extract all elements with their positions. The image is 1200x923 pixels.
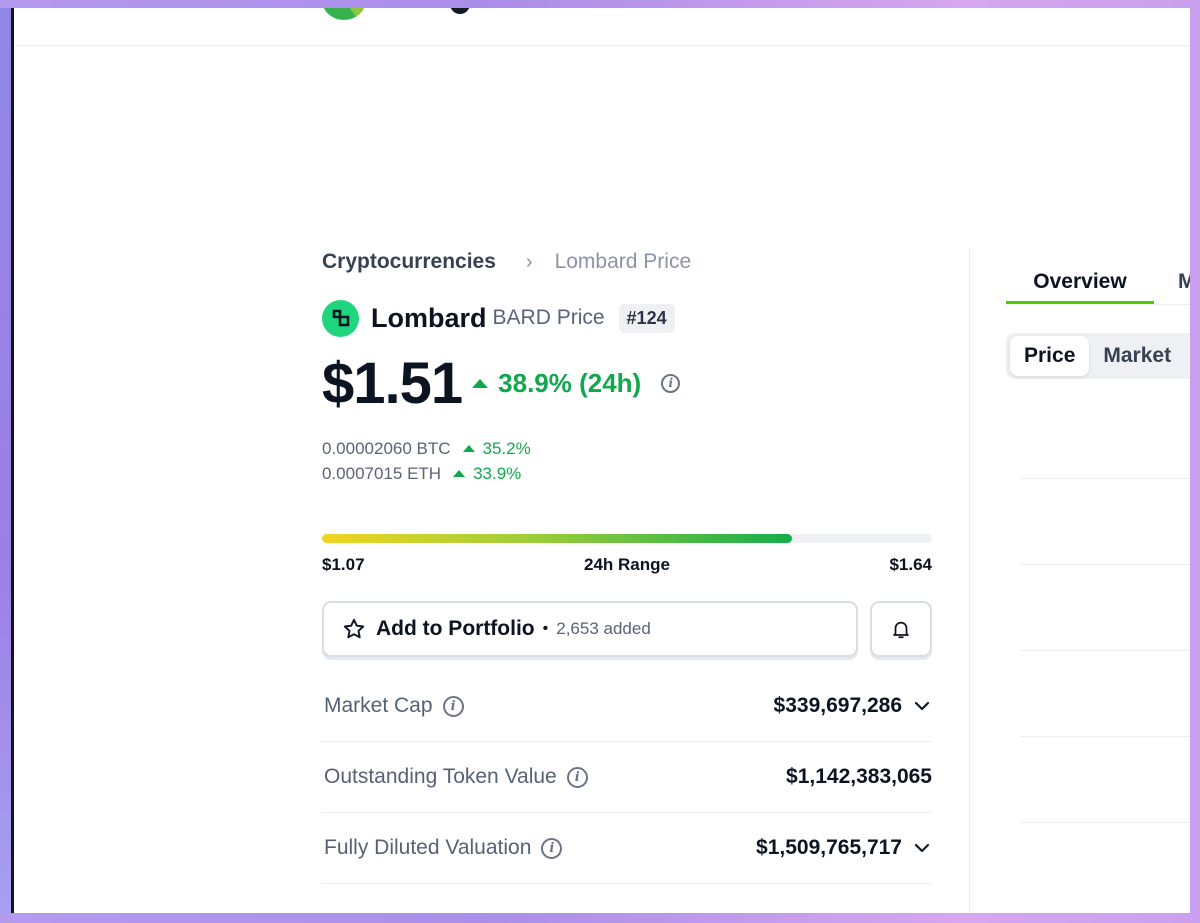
stat-label: Market Cap i: [324, 694, 464, 718]
btc-change: 35.2%: [462, 438, 531, 459]
panel-divider: [969, 248, 970, 913]
info-icon[interactable]: i: [661, 373, 681, 393]
star-icon: [343, 618, 365, 639]
separator-dot: •: [542, 620, 549, 637]
btc-price-row: 0.00002060 BTC 35.2%: [322, 436, 932, 461]
browser-window: Cryptocurrencies › Lombard Price Lombard…: [14, 8, 1190, 913]
chart-panel: Overview M Price Market: [1006, 248, 1190, 823]
btc-change-value: 35.2%: [482, 438, 531, 458]
breadcrumb-root[interactable]: Cryptocurrencies: [322, 250, 496, 273]
gridline: [1020, 651, 1190, 737]
rank-badge: #124: [618, 303, 675, 333]
info-icon[interactable]: i: [442, 695, 464, 717]
coin-name: Lombard: [371, 302, 487, 333]
stat-row-fully-diluted-valuation: Fully Diluted Valuation i $1,509,765,717: [322, 813, 932, 884]
outstanding-token-value-group: $1,142,383,065: [786, 765, 932, 789]
info-icon[interactable]: i: [541, 837, 563, 859]
price-change-value: 38.9% (24h): [498, 367, 642, 398]
stats-table: Market Cap i $339,697,286 Outstanding To…: [322, 671, 932, 884]
add-to-portfolio-button[interactable]: Add to Portfolio • 2,653 added: [322, 601, 858, 657]
coin-title: Lombard BARD Price #124: [322, 298, 932, 338]
banner-space: [14, 47, 1190, 242]
toggle-price[interactable]: Price: [1010, 336, 1090, 376]
coin-symbol: BARD Price: [492, 306, 605, 329]
lombard-logo-icon: [322, 299, 359, 337]
chart-tabs: Overview M: [1006, 248, 1190, 305]
site-logo[interactable]: [322, 8, 366, 20]
market-cap-label: Market Cap: [324, 694, 433, 717]
outstanding-token-value: $1,142,383,065: [786, 765, 932, 788]
bell-icon: [893, 621, 909, 639]
site-logo-text: [450, 8, 470, 14]
market-cap-value: $339,697,286: [773, 694, 902, 717]
fdv-label: Fully Diluted Valuation: [324, 836, 532, 859]
stat-row-outstanding-token-value: Outstanding Token Value i $1,142,383,065: [322, 742, 932, 813]
caret-up-icon: [462, 445, 475, 452]
info-icon[interactable]: i: [566, 766, 588, 788]
chart-gridlines: [1006, 393, 1190, 823]
coin-main-panel: Cryptocurrencies › Lombard Price Lombard…: [322, 244, 932, 884]
chevron-down-icon[interactable]: [912, 838, 932, 858]
gridline: [1020, 737, 1190, 823]
fdv-value-group[interactable]: $1,509,765,717: [756, 836, 932, 860]
fdv-value: $1,509,765,717: [756, 836, 902, 859]
range-high: $1.64: [889, 555, 932, 574]
range-24h: $1.07 24h Range $1.64: [322, 534, 932, 575]
portfolio-count: 2,653 added: [556, 619, 651, 638]
chevron-down-icon[interactable]: [912, 696, 932, 716]
market-cap-value-group[interactable]: $339,697,286: [774, 694, 932, 718]
eth-price: 0.0007015 ETH: [322, 463, 442, 483]
outstanding-token-value-label: Outstanding Token Value: [324, 765, 557, 788]
eth-change: 33.9%: [453, 464, 521, 484]
gridline: [1020, 565, 1190, 651]
range-low: $1.07: [322, 555, 365, 574]
stat-label: Outstanding Token Value i: [324, 765, 588, 789]
tab-overview[interactable]: Overview: [1006, 248, 1154, 304]
converted-prices: 0.00002060 BTC 35.2% 0.0007015 ETH 33.9%: [322, 436, 932, 486]
range-fill: [322, 534, 792, 543]
caret-up-icon: [453, 470, 466, 477]
window-left-edge: [0, 8, 14, 913]
gridline: [1020, 393, 1190, 479]
price-change-24h: 38.9% (24h): [472, 368, 641, 399]
current-price: $1.51: [322, 350, 463, 416]
range-label: 24h Range: [584, 555, 670, 574]
btc-price: 0.00002060 BTC: [322, 438, 451, 458]
eth-change-value: 33.9%: [473, 463, 522, 483]
chart-type-toggle: Price Market: [1006, 333, 1190, 379]
lombard-glyph-icon: [332, 309, 349, 327]
action-buttons: Add to Portfolio • 2,653 added: [322, 601, 932, 657]
stat-label: Fully Diluted Valuation i: [324, 836, 563, 860]
chevron-right-icon: ›: [525, 250, 533, 273]
toggle-market[interactable]: Market: [1103, 344, 1172, 367]
price-row: $1.51 38.9% (24h) i: [322, 350, 932, 416]
portfolio-label: Add to Portfolio: [376, 617, 535, 640]
range-bar: [322, 534, 932, 543]
breadcrumb-current: Lombard Price: [554, 250, 692, 273]
caret-up-icon: [472, 378, 489, 388]
stat-row-market-cap: Market Cap i $339,697,286: [322, 671, 932, 742]
tab-markets[interactable]: M: [1178, 270, 1190, 293]
price-alert-button[interactable]: [870, 601, 932, 657]
range-labels: $1.07 24h Range $1.64: [322, 555, 932, 575]
site-header: [14, 8, 1190, 46]
eth-price-row: 0.0007015 ETH 33.9%: [322, 461, 932, 486]
breadcrumb: Cryptocurrencies › Lombard Price: [322, 244, 932, 280]
gridline: [1020, 479, 1190, 565]
